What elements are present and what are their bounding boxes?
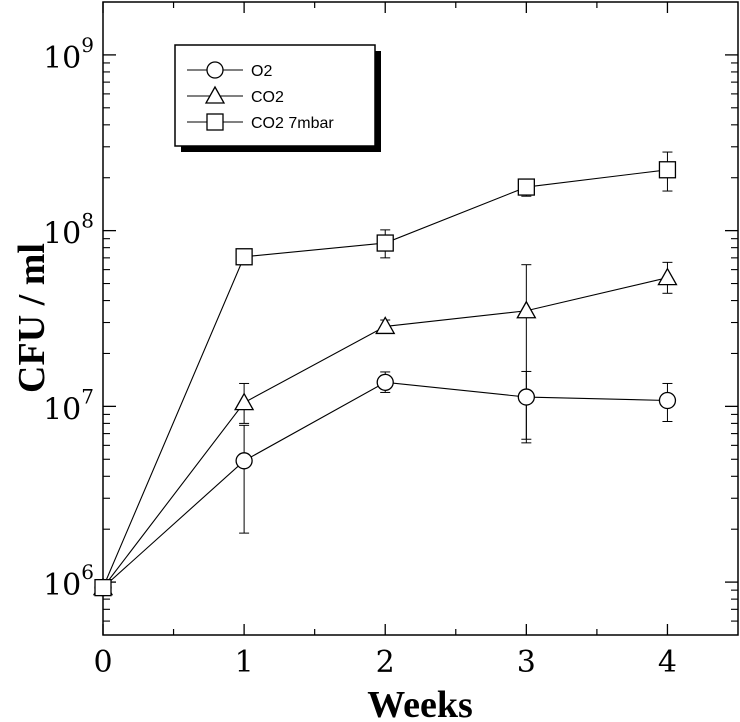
legend-marker-square [206, 113, 224, 131]
data-point-square [235, 248, 253, 266]
error-bars [239, 151, 673, 534]
data-point-triangle [516, 300, 537, 319]
legend-label: O2 [251, 63, 272, 80]
data-point-square [658, 161, 677, 179]
data-point-circle [376, 373, 394, 391]
x-axis: 0 1 2 3 4 [93, 2, 677, 680]
data-point-circle [658, 391, 677, 410]
data-point-circle [235, 452, 253, 470]
y-axis-title: CFU / ml [11, 243, 53, 393]
legend-items: O2 CO2 CO2 7mbar [187, 61, 334, 132]
data-point-square [376, 234, 394, 252]
data-point-triangle [375, 316, 396, 335]
x-tick-label: 2 [376, 645, 395, 680]
x-tick-label: 3 [517, 645, 536, 680]
plot-frame [102, 1, 739, 636]
y-tick-label: 106 [43, 560, 94, 603]
x-axis-title: Weeks [367, 684, 473, 722]
data-point-triangle [233, 392, 255, 411]
x-tick-label: 4 [658, 645, 677, 680]
data-point-square [94, 578, 112, 597]
data-point-circle [517, 388, 535, 406]
legend-label: CO2 7mbar [251, 115, 334, 132]
y-tick-label: 108 [43, 209, 94, 252]
legend-label: CO2 [251, 89, 284, 106]
y-tick-label: 109 [43, 33, 94, 76]
y-tick-label: 107 [43, 384, 94, 427]
y-axis: 106 107 108 109 [43, 33, 738, 622]
series-line-circle [102, 381, 668, 589]
legend-marker-triangle [204, 85, 226, 104]
x-tick-label: 0 [93, 645, 112, 680]
x-tick-label: 1 [235, 645, 254, 680]
data-point-triangle [657, 267, 678, 286]
legend: O2 CO2 CO2 7mbar [174, 44, 381, 152]
data-point-square [517, 178, 535, 196]
markers [92, 161, 678, 597]
legend-marker-circle [206, 61, 224, 79]
